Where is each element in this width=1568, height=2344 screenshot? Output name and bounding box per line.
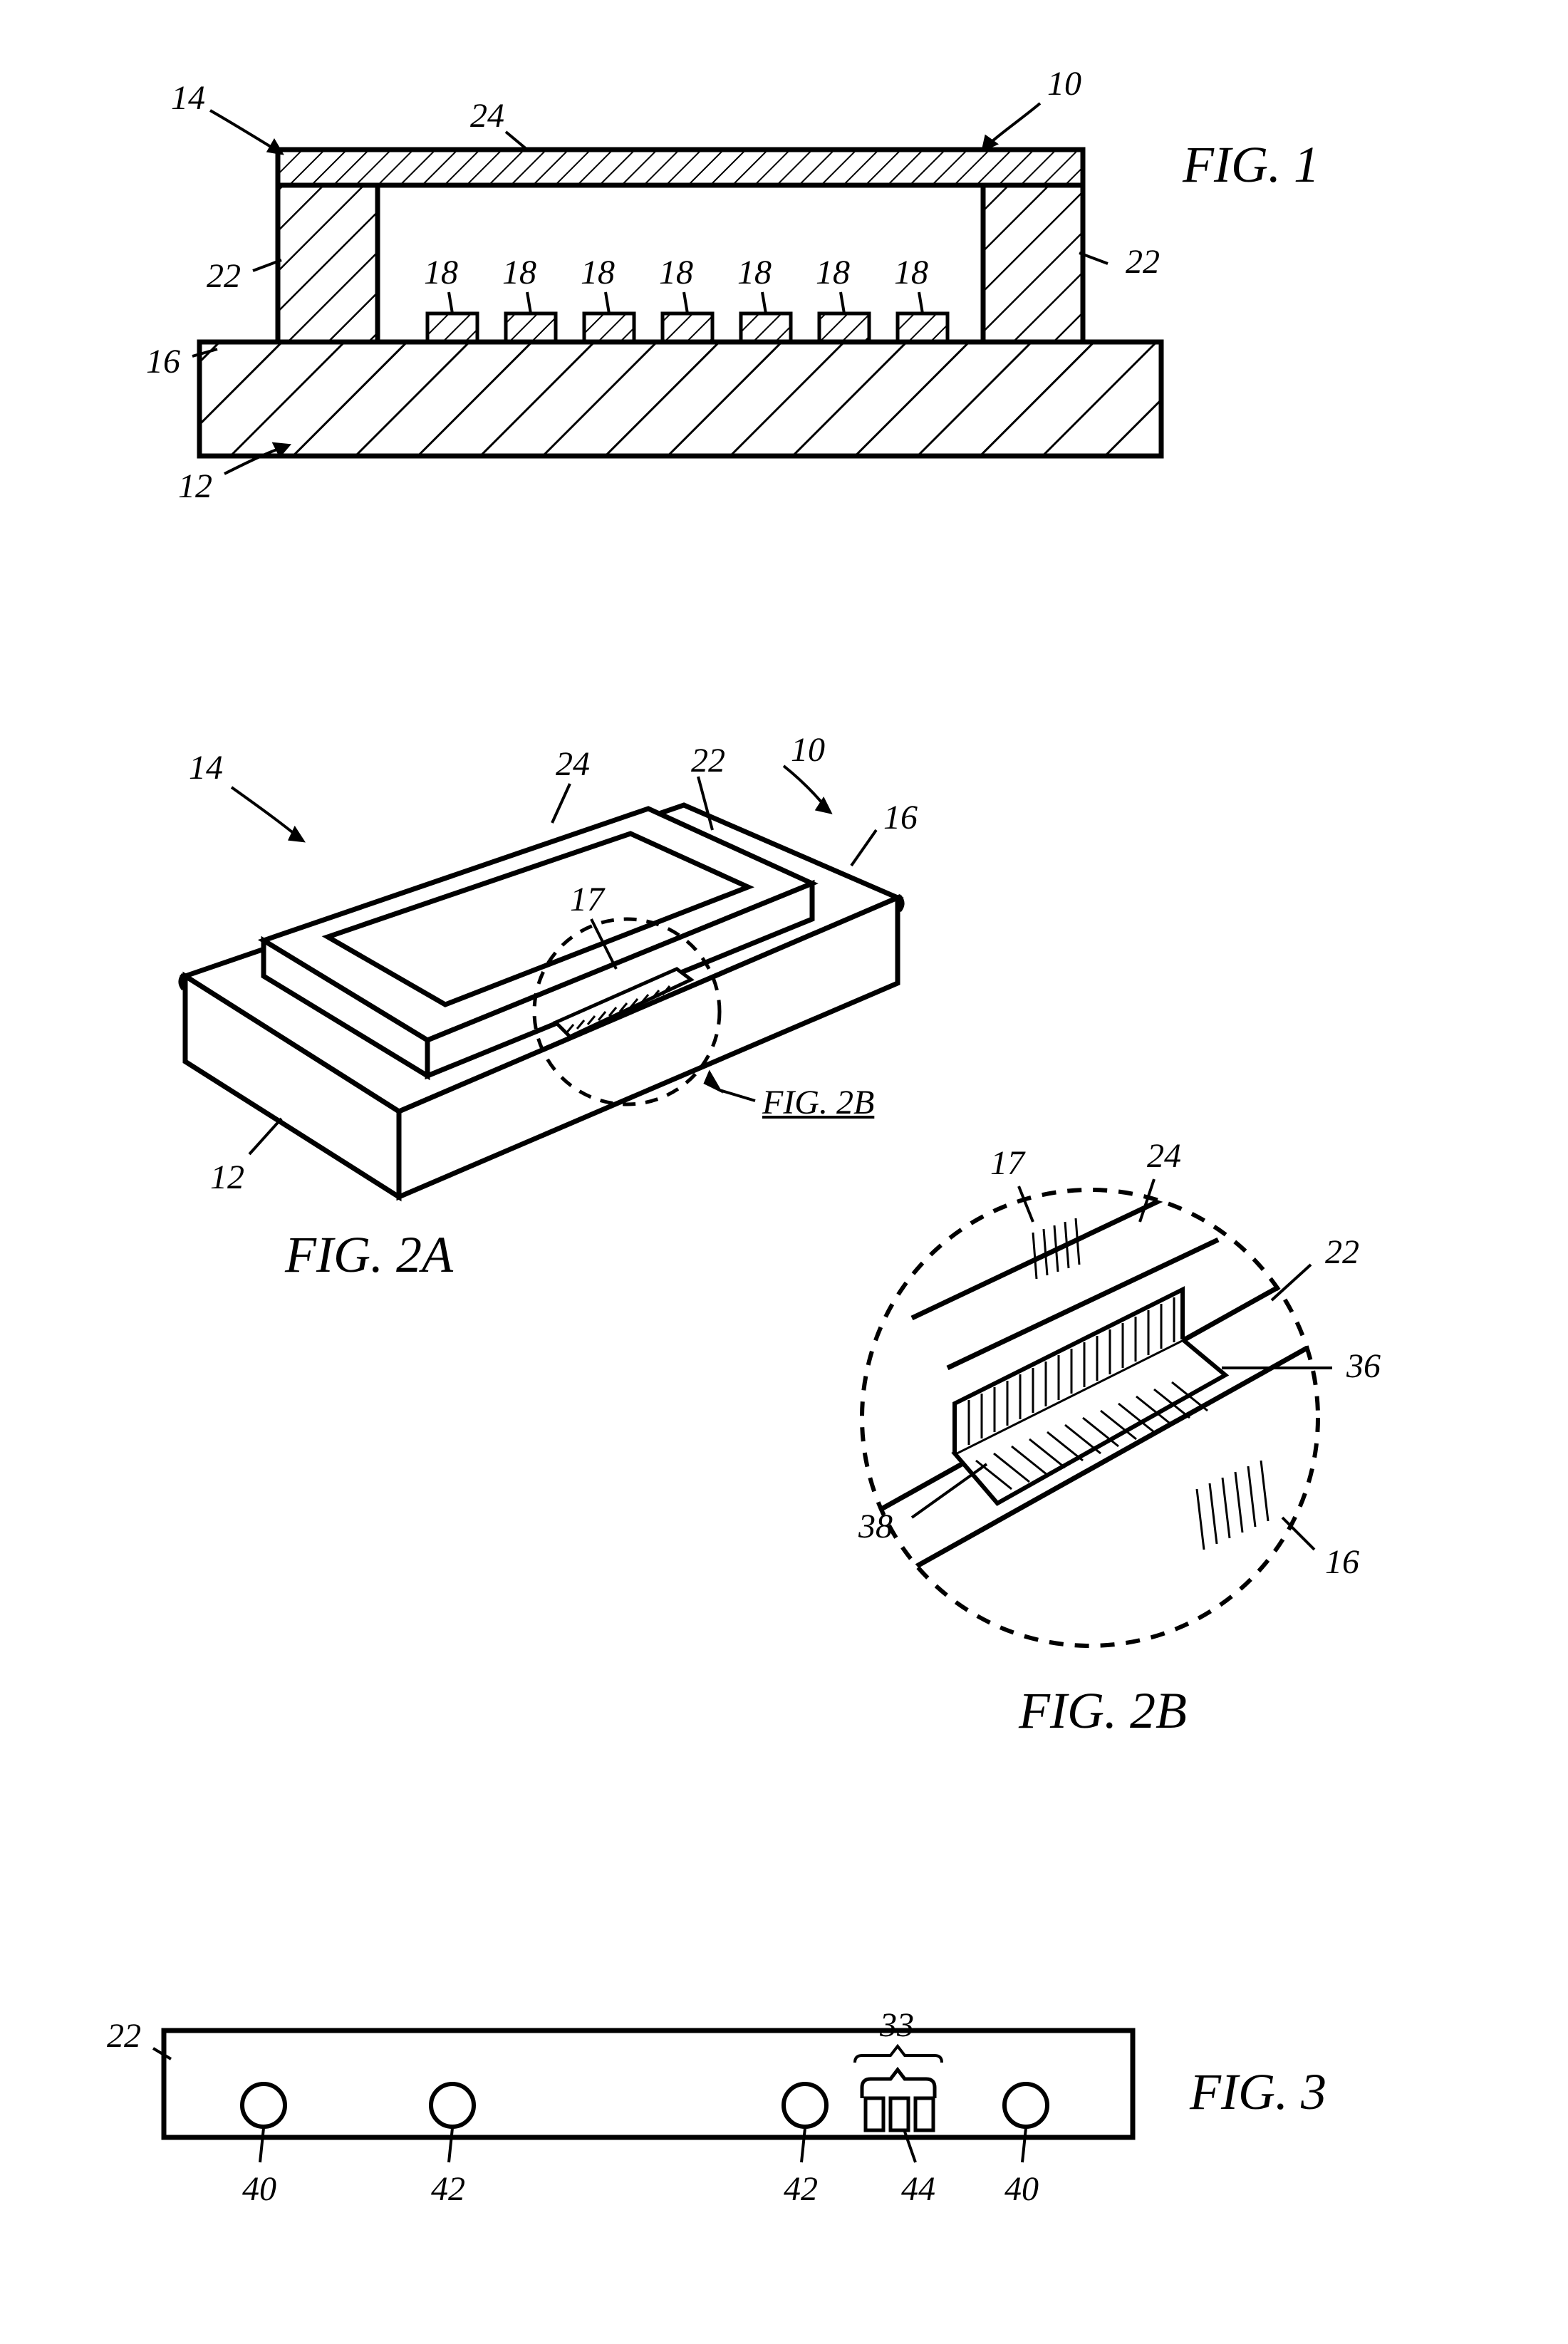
fig2a-ref-24: 24 [556,745,590,784]
fig1-ref-18g: 18 [894,253,928,292]
fig3-ref-40a: 40 [242,2169,276,2209]
fig3-label: FIG. 3 [1190,2063,1326,2122]
fig2a-ref-16: 16 [883,798,918,837]
fig1-ref-16: 16 [146,342,180,381]
fig2b-ref-36: 36 [1346,1347,1381,1386]
fig3-ref-44: 44 [901,2169,935,2209]
fig3-ref-22: 22 [107,2016,141,2055]
fig1-ref-18f: 18 [816,253,850,292]
fig2b-ref-38: 38 [858,1507,893,1546]
fig1-ref-12: 12 [178,467,212,506]
fig3-ref-33: 33 [880,2006,914,2045]
fig2a-label: FIG. 2A [285,1225,453,1285]
fig1-ref-22b: 22 [1126,242,1160,281]
fig2a-ref-22: 22 [691,741,725,780]
fig2b-ref-16: 16 [1325,1542,1359,1582]
fig1-label: FIG. 1 [1183,135,1319,195]
fig1-ref-10: 10 [1047,64,1081,103]
fig1-ref-14: 14 [171,78,205,118]
fig2a-ref-14: 14 [189,748,223,787]
fig1-drawing [128,57,1268,499]
fig1-ref-18b: 18 [502,253,536,292]
fig2a-ref-12: 12 [210,1158,244,1197]
fig1-ref-18a: 18 [424,253,458,292]
fig2a-ref-17: 17 [570,880,604,919]
fig2a-detail-label: FIG. 2B [762,1083,874,1122]
fig3-ref-42b: 42 [784,2169,818,2209]
fig3-ref-40b: 40 [1004,2169,1039,2209]
fig1-ref-18c: 18 [581,253,615,292]
fig1-ref-24: 24 [470,96,504,135]
fig2a-ref-10: 10 [791,730,825,769]
patent-figures-page: FIG. 1 14 24 10 22 22 16 12 18 18 18 18 … [28,28,1540,2316]
fig2b-ref-24: 24 [1147,1136,1181,1176]
fig3-ref-42a: 42 [431,2169,465,2209]
fig1-ref-18d: 18 [659,253,693,292]
fig1-ref-18e: 18 [737,253,772,292]
fig2b-ref-17: 17 [990,1144,1024,1183]
fig1-ref-22a: 22 [207,256,241,296]
fig2b-label: FIG. 2B [1019,1681,1187,1741]
fig2b-ref-22: 22 [1325,1233,1359,1272]
